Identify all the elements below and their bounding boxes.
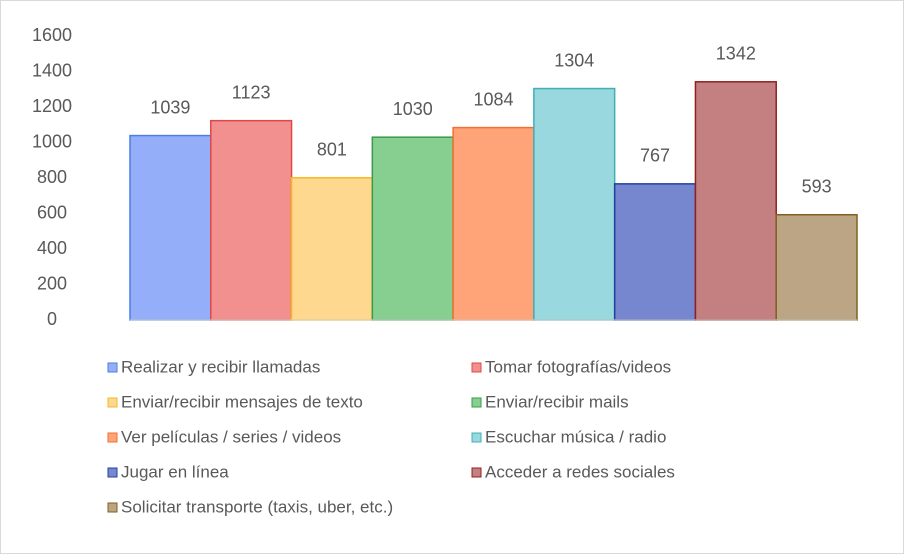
y-tick-label: 200 [37,273,67,293]
legend-label: Jugar en línea [121,462,229,481]
value-label: 1084 [473,89,513,109]
bar [533,87,616,321]
y-tick-label: 400 [37,238,67,258]
legend-label: Realizar y recibir llamadas [121,357,320,376]
legend-label: Enviar/recibir mensajes de texto [121,392,363,411]
value-label: 801 [317,140,347,160]
y-tick-label: 600 [37,202,67,222]
y-tick-label: 1200 [32,96,72,116]
bar [452,126,535,321]
legend-swatch [107,397,118,408]
legend-label: Acceder a redes sociales [485,462,675,481]
legend-label: Escuchar música / radio [485,427,666,446]
legend-swatch [107,432,118,443]
value-label: 767 [640,146,670,166]
value-label: 593 [802,176,832,196]
legend-label: Tomar fotografías/videos [485,357,671,376]
y-tick-label: 1600 [32,25,72,45]
legend-label: Ver películas / series / videos [121,427,341,446]
legend-swatch [471,467,482,478]
legend-swatch [107,502,118,513]
legend-label: Enviar/recibir mails [485,392,629,411]
value-label: 1030 [393,99,433,119]
value-label: 1342 [716,44,756,64]
y-tick-label: 0 [47,309,57,329]
value-label: 1123 [232,82,271,102]
value-label: 1039 [150,97,190,117]
legend-swatch [107,467,118,478]
y-tick-label: 1400 [32,60,72,80]
bar [371,136,454,321]
legend-swatch [471,397,482,408]
bar [694,81,777,321]
legend-label: Solicitar transporte (taxis, uber, etc.) [121,497,393,516]
legend-swatch [471,432,482,443]
bar [210,119,293,321]
bar [613,183,697,321]
legend-swatch [471,362,482,373]
value-label: 1304 [554,50,594,70]
legend-swatch [107,362,118,373]
bar [775,213,858,321]
y-tick-label: 1000 [32,131,72,151]
bar [129,134,212,321]
y-tick-label: 800 [37,167,67,187]
bar [290,177,374,321]
